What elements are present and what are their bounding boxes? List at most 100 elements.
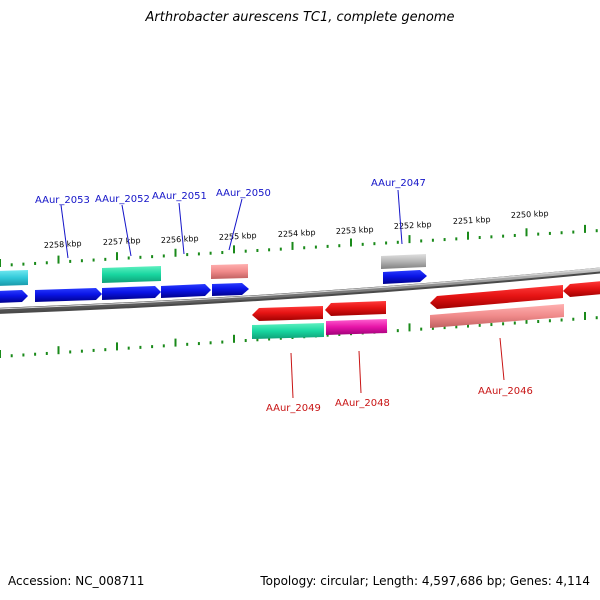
minor-tick — [244, 249, 247, 253]
minor-tick — [502, 322, 505, 326]
major-tick — [174, 248, 177, 257]
cds-arrow-aaur-2049[interactable] — [252, 306, 323, 321]
minor-tick — [34, 352, 37, 356]
major-tick — [0, 350, 1, 358]
minor-tick — [69, 350, 72, 354]
major-tick — [584, 224, 586, 233]
minor-tick — [186, 253, 189, 257]
minor-tick — [385, 241, 388, 245]
feature-rna-magenta[interactable] — [326, 319, 387, 335]
minor-tick — [560, 318, 563, 322]
minor-tick — [80, 349, 83, 353]
minor-tick — [162, 254, 165, 258]
major-tick — [408, 323, 411, 332]
major-tick — [57, 346, 60, 355]
cds-arrow-aaur-2053[interactable] — [35, 288, 102, 302]
minor-tick — [69, 259, 72, 263]
reverse-gene-labels — [290, 337, 505, 399]
minor-tick — [455, 325, 458, 329]
minor-tick — [256, 338, 259, 342]
cds-arrow-aaur-2052[interactable] — [102, 286, 161, 300]
minor-tick — [209, 251, 212, 255]
minor-tick — [22, 262, 25, 266]
minor-tick — [361, 242, 364, 246]
gene-label-aaur-2047[interactable]: AAur_2047 — [371, 178, 426, 189]
minor-tick — [186, 342, 189, 346]
minor-tick — [338, 244, 341, 248]
minor-tick — [548, 231, 551, 235]
minor-tick — [127, 256, 130, 260]
minor-tick — [209, 341, 212, 345]
minor-tick — [595, 316, 598, 320]
minor-tick — [537, 232, 540, 236]
scale-label: 2255 kbp — [219, 231, 257, 242]
feature-cyan[interactable] — [0, 270, 28, 286]
cds-arrow-aaur-2047[interactable] — [383, 270, 427, 284]
gene-label-aaur-2053[interactable]: AAur_2053 — [35, 195, 90, 206]
scale-label: 2252 kbp — [394, 220, 432, 231]
minor-tick — [221, 251, 224, 255]
gene-label-aaur-2048[interactable]: AAur_2048 — [335, 398, 390, 409]
cds-arrow[interactable] — [563, 281, 600, 297]
length-value: 4,597,686 bp — [421, 574, 502, 588]
minor-tick — [279, 247, 282, 251]
minor-tick — [572, 317, 575, 321]
minor-tick — [560, 231, 563, 235]
minor-tick — [572, 230, 575, 234]
gene-label-aaur-2050[interactable]: AAur_2050 — [216, 188, 271, 199]
minor-tick — [490, 235, 493, 239]
length-label: Length: — [372, 574, 419, 588]
minor-tick — [256, 248, 259, 252]
minor-tick — [548, 319, 551, 323]
feature-rna-green[interactable] — [252, 323, 324, 339]
reverse-strand-features — [252, 281, 600, 339]
cds-arrow-aaur-2048[interactable] — [325, 301, 386, 316]
accession-label: Accession: — [8, 574, 72, 588]
minor-tick — [268, 337, 271, 341]
major-tick — [174, 338, 177, 347]
minor-tick — [420, 327, 423, 331]
feature-pink[interactable] — [430, 304, 564, 328]
minor-tick — [244, 339, 247, 343]
feature-pink[interactable] — [211, 264, 248, 279]
minor-tick — [22, 353, 25, 357]
cds-arrow-aaur-2046[interactable] — [430, 285, 563, 309]
minor-tick — [104, 348, 107, 352]
minor-tick — [443, 238, 446, 242]
minor-tick — [279, 336, 282, 340]
minor-tick — [92, 258, 95, 262]
gene-label-aaur-2046[interactable]: AAur_2046 — [478, 386, 533, 397]
minor-tick — [34, 261, 37, 265]
accession-info: Accession: NC_008711 — [8, 574, 144, 588]
minor-tick — [478, 236, 481, 240]
minor-tick — [45, 261, 48, 265]
minor-tick — [314, 245, 317, 249]
minor-tick — [303, 246, 306, 250]
minor-tick — [455, 237, 458, 241]
genes-value: 4,114 — [555, 574, 590, 588]
cds-arrow-aaur-2051[interactable] — [161, 284, 211, 298]
topology-label: Topology: — [260, 574, 317, 588]
forward-strand-features — [0, 254, 427, 303]
accession-value: NC_008711 — [75, 574, 145, 588]
minor-tick — [45, 351, 48, 355]
minor-tick — [104, 257, 107, 261]
genes-label: Genes: — [509, 574, 552, 588]
gene-label-aaur-2051[interactable]: AAur_2051 — [152, 191, 207, 202]
minor-tick — [139, 345, 142, 349]
gene-label-aaur-2052[interactable]: AAur_2052 — [95, 194, 150, 205]
scale-label: 2253 kbp — [336, 225, 374, 236]
major-tick — [350, 238, 352, 247]
gene-label-aaur-2049[interactable]: AAur_2049 — [266, 403, 321, 414]
minor-tick — [502, 234, 505, 238]
feature-rna-green[interactable] — [102, 266, 161, 283]
cds-arrow-aaur-2050[interactable] — [212, 283, 249, 296]
major-tick — [525, 228, 528, 237]
minor-tick — [490, 323, 493, 327]
scale-label: 2250 kbp — [511, 209, 549, 220]
minor-tick — [537, 320, 540, 324]
minor-tick — [373, 242, 376, 246]
cds-arrow[interactable] — [0, 290, 28, 303]
feature-pseudo-gray[interactable] — [381, 254, 426, 269]
